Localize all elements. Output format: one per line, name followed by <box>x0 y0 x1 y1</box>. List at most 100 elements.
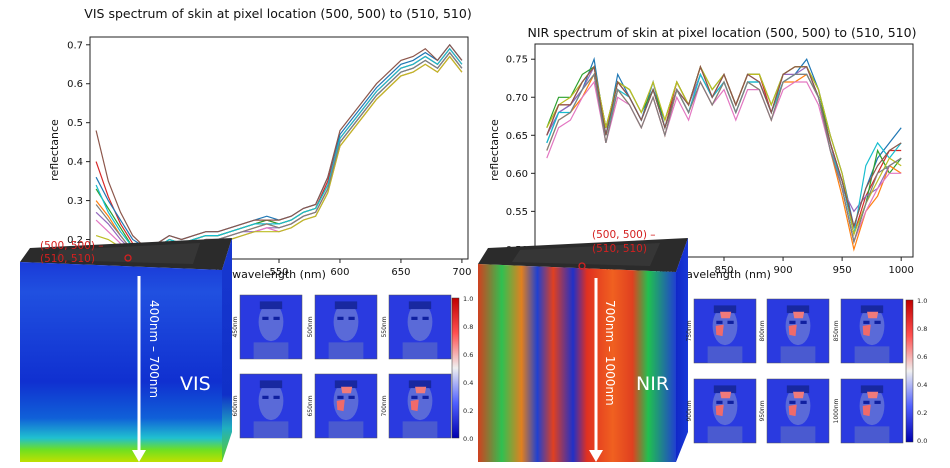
hair-shape <box>408 380 432 389</box>
cube-side-face <box>222 238 232 462</box>
y-tick-label: 0.75 <box>506 55 528 66</box>
hair-shape <box>334 301 358 310</box>
band-slice: 700nm <box>381 373 452 439</box>
hair-shape <box>259 301 283 310</box>
eye-left <box>716 400 723 404</box>
colorbar-tick: 0.8 <box>463 323 473 331</box>
eye-left <box>411 316 418 320</box>
x-tick-label: 650 <box>391 267 410 278</box>
skin-region <box>720 311 732 319</box>
x-tick-label: 550 <box>269 267 288 278</box>
face-shape <box>407 381 433 421</box>
skin-region <box>862 324 871 337</box>
shoulders-shape <box>328 421 364 438</box>
colorbar-tick: 0.0 <box>463 435 473 443</box>
y-axis-ticks: 0.2 0.3 0.4 0.5 0.6 0.7 <box>67 40 90 246</box>
hair-shape <box>408 301 432 310</box>
y-tick-label: 0.7 <box>67 40 83 51</box>
slice-label: 950nm <box>759 400 766 421</box>
cube-side-face <box>676 238 688 462</box>
eye-left <box>789 400 796 404</box>
face-shape <box>859 386 885 426</box>
shoulders-shape <box>402 421 438 438</box>
slice-label: 850nm <box>833 320 840 341</box>
x-tick-label: 900 <box>774 265 793 276</box>
eye-left <box>262 316 269 320</box>
hair-shape <box>334 380 358 389</box>
y-tick-label: 0.2 <box>67 235 83 246</box>
colorbar <box>905 299 914 443</box>
pixel-label-2: (510, 510) <box>40 253 95 265</box>
slice-label: 800nm <box>759 320 766 341</box>
chart-title: VIS spectrum of skin at pixel location (… <box>84 6 471 21</box>
colorbar <box>451 297 460 439</box>
colorbar-ticks: 1.0 0.8 0.6 0.4 0.2 0.0 <box>917 297 927 445</box>
colorbar-ticks: 1.0 0.8 0.6 0.4 0.2 0.0 <box>463 295 473 443</box>
skin-region <box>788 324 797 337</box>
y-axis-label: reflectance <box>48 119 61 181</box>
hair-shape <box>860 305 884 314</box>
hair-shape <box>786 305 810 314</box>
eye-right <box>727 400 734 404</box>
face-shape <box>333 381 359 421</box>
hair-shape <box>713 305 737 314</box>
x-tick-label: 600 <box>330 267 349 278</box>
cube-front-face <box>20 262 222 462</box>
face-shape <box>333 302 359 342</box>
face-shape <box>785 386 811 426</box>
y-tick-label: 0.3 <box>67 196 83 207</box>
nir-spectrum-chart: NIR spectrum of skin at pixel location (… <box>488 25 916 281</box>
series-line <box>546 72 902 245</box>
skin-region <box>867 391 879 399</box>
skin-region <box>788 404 797 417</box>
eye-right <box>348 316 355 320</box>
band-slice: 450nm <box>232 294 303 360</box>
shoulders-shape <box>707 346 743 363</box>
band-slice: 600nm <box>232 373 303 439</box>
y-tick-label: 0.5 <box>67 118 83 129</box>
band-slice: 650nm <box>307 373 378 439</box>
eye-left <box>863 320 870 324</box>
band-slice: 950nm <box>759 378 830 444</box>
x-tick-label: 1000 <box>888 265 913 276</box>
band-slice: 550nm <box>381 294 452 360</box>
range-arrowhead <box>589 450 603 462</box>
slice-label: 1000nm <box>833 398 840 423</box>
skin-region <box>341 386 353 394</box>
hair-shape <box>786 385 810 394</box>
pixel-label-2: (510, 510) <box>592 243 647 255</box>
y-tick-label: 0.55 <box>506 207 528 218</box>
slice-label: 900nm <box>686 400 693 421</box>
colorbar-tick: 0.6 <box>463 351 473 359</box>
skin-region <box>410 399 419 412</box>
cube-top-texture <box>55 243 200 264</box>
colorbar-tick: 0.8 <box>917 325 927 333</box>
y-tick-label: 0.60 <box>506 169 528 180</box>
band-slice: 750nm <box>686 298 757 364</box>
face-shape <box>258 381 284 421</box>
pixel-marker <box>124 254 132 262</box>
range-arrowhead <box>132 450 146 462</box>
y-tick-label: 0.65 <box>506 131 528 142</box>
band-slice: 800nm <box>759 298 830 364</box>
skin-region <box>336 399 345 412</box>
eye-left <box>337 395 344 399</box>
shoulders-shape <box>854 426 890 443</box>
range-label: 400nm – 700nm <box>147 300 161 398</box>
skin-region <box>715 324 724 337</box>
face-shape <box>712 386 738 426</box>
range-label: 700nm – 1000nm <box>603 300 617 406</box>
eye-left <box>863 400 870 404</box>
skin-region <box>793 391 805 399</box>
slice-label: 750nm <box>686 320 693 341</box>
eye-right <box>273 316 280 320</box>
face-shape <box>407 302 433 342</box>
skin-region <box>715 404 724 417</box>
slice-label: 700nm <box>381 395 388 416</box>
eye-right <box>422 316 429 320</box>
skin-region <box>862 404 871 417</box>
x-tick-label: 850 <box>714 265 733 276</box>
slice-label: 450nm <box>232 316 239 337</box>
eye-right <box>348 395 355 399</box>
